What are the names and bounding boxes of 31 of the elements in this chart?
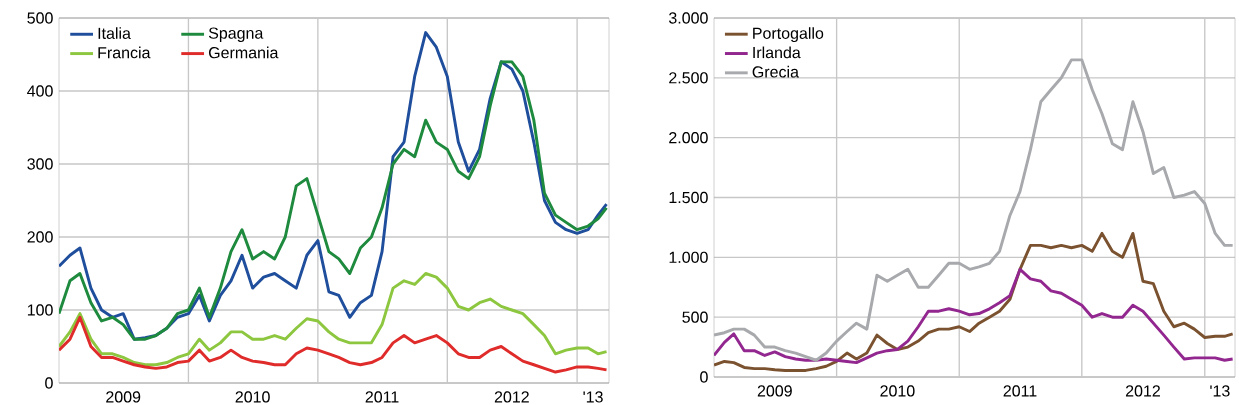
x-tick-label: 2010 <box>235 391 270 403</box>
y-tick-label: 400 <box>27 85 53 97</box>
legend-label: Germania <box>208 46 279 59</box>
x-tick-label: 2011 <box>365 391 399 403</box>
y-tick-label: 0 <box>700 371 708 383</box>
legend-label: Spagna <box>208 27 264 42</box>
x-tick-label: 2011 <box>1003 385 1037 397</box>
legend-label: Grecia <box>752 65 799 78</box>
x-tick-label: 2012 <box>494 391 529 403</box>
y-tick-label: 0 <box>45 377 53 389</box>
y-tick-label: 300 <box>27 158 53 170</box>
legend-label: Italia <box>98 27 131 39</box>
y-tick-label: 1.000 <box>669 251 708 263</box>
x-tick-label: 2012 <box>1125 385 1160 397</box>
y-tick-label: 2.000 <box>669 132 708 144</box>
legend-label: Francia <box>98 46 151 59</box>
y-tick-label: 200 <box>27 231 53 243</box>
legend-label: Irlanda <box>753 46 801 59</box>
y-tick-label: 2.500 <box>669 72 708 84</box>
x-tick-label: 2009 <box>757 385 792 397</box>
x-tick-label: '13 <box>1210 385 1230 397</box>
y-tick-label: 100 <box>27 304 53 316</box>
x-tick-label: '13 <box>583 391 603 403</box>
y-tick-label: 3.000 <box>668 12 708 24</box>
line-series <box>59 315 608 374</box>
y-tick-label: 1.500 <box>669 191 708 204</box>
x-tick-label: 2010 <box>880 385 915 397</box>
x-tick-label: 2009 <box>106 391 141 403</box>
y-tick-label: 500 <box>682 311 708 323</box>
y-tick-label: 500 <box>27 12 53 24</box>
legend-label: Portogallo <box>753 27 824 43</box>
